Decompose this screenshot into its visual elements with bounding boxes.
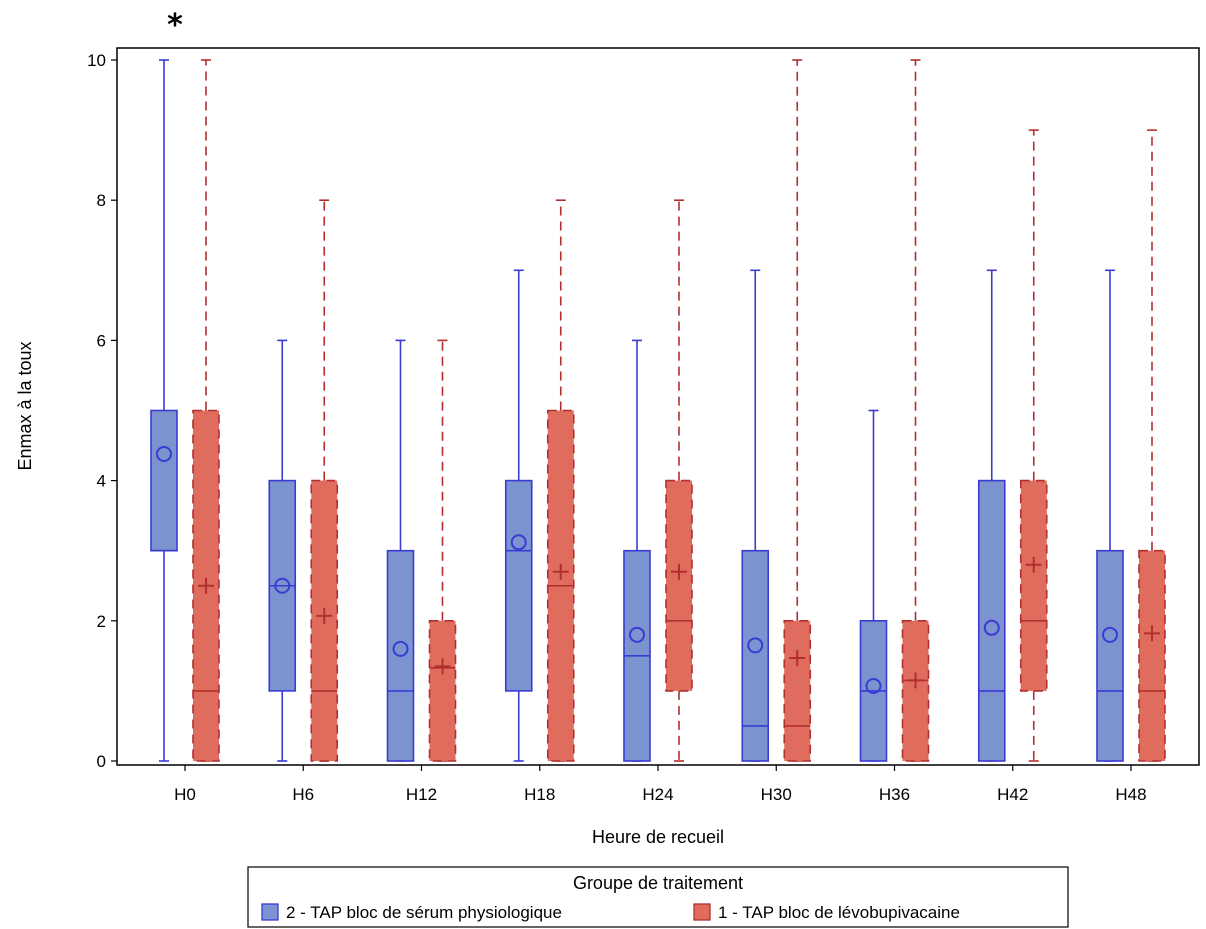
mean-marker [392,640,409,657]
y-tick-label: 2 [97,612,106,631]
x-axis: H0 H6 H12 H18 H24 H30 H36 H42 H48 [174,765,1147,804]
x-tick-label: H24 [642,785,673,804]
x-tick-label: H30 [761,785,792,804]
box-H30-s0 [741,269,770,762]
box-H12-s1 [428,339,457,762]
mean-marker [671,563,687,580]
x-tick-label: H12 [406,785,437,804]
significance-marker: * [167,8,183,43]
mean-marker [1102,626,1118,643]
y-tick-label: 4 [97,472,106,491]
mean-marker [629,626,645,643]
box-H36-s1 [901,59,930,762]
mean-marker [907,672,924,689]
x-tick-label: H6 [292,785,314,804]
box-iqr [428,619,457,762]
y-tick-label: 8 [97,191,106,210]
box-iqr [1019,479,1048,692]
box-iqr [783,619,812,762]
legend: Groupe de traitement 2 - TAP bloc de sér… [247,866,1069,928]
box-H42-s1 [1019,129,1048,762]
y-tick-label: 10 [87,51,106,70]
y-tick-label: 6 [97,331,106,350]
legend-title: Groupe de traitement [573,873,743,893]
x-tick-label: H42 [997,785,1028,804]
legend-swatch-serum [261,903,279,921]
box-H0-s0 [150,59,178,762]
mean-marker [198,577,214,594]
x-tick-label: H0 [174,785,196,804]
x-tick-label: H36 [879,785,910,804]
mean-marker [747,637,764,654]
box-H36-s0 [859,409,888,762]
legend-frame [247,866,1069,928]
mean-marker [510,534,527,551]
x-tick-label: H48 [1115,785,1146,804]
mean-marker [1144,625,1160,642]
box-iqr [741,549,770,762]
mean-marker [983,619,1000,636]
mean-marker [156,445,172,462]
box-iqr [665,479,693,692]
box-H18-s1 [546,199,575,762]
y-axis-label: Enmax à la toux [15,341,35,470]
box-iqr [504,479,533,692]
mean-marker [552,563,569,580]
legend-entry-serum: 2 - TAP bloc de sérum physiologique [286,903,562,922]
box-H24-s0 [623,339,651,762]
mean-marker [789,649,806,666]
box-H0-s1 [192,59,220,762]
box-H48-s1 [1138,129,1166,762]
box-H6-s0 [268,339,297,762]
box-H48-s0 [1096,269,1124,762]
x-tick-label: H18 [524,785,555,804]
mean-marker [274,577,291,594]
box-H18-s0 [504,269,533,762]
legend-entry-levobupivacaine: 1 - TAP bloc de lévobupivacaine [718,903,960,922]
box-series [150,59,1166,762]
y-tick-label: 0 [97,752,106,771]
x-axis-label: Heure de recueil [592,827,724,847]
box-iqr [901,619,930,762]
box-H30-s1 [783,59,812,762]
box-H6-s1 [310,199,339,762]
annotations: * [167,8,183,43]
mean-marker [316,607,333,624]
box-iqr [1096,549,1124,762]
box-iqr [150,409,178,552]
y-axis: 0 2 4 6 8 10 [87,51,117,771]
mean-marker [865,677,882,694]
box-H24-s1 [665,199,693,762]
mean-marker [1025,556,1042,573]
box-iqr [1138,549,1166,762]
legend-swatch-levobupivacaine [693,903,711,921]
mean-marker [434,658,451,675]
box-H42-s0 [977,269,1006,762]
box-H12-s0 [386,339,415,762]
